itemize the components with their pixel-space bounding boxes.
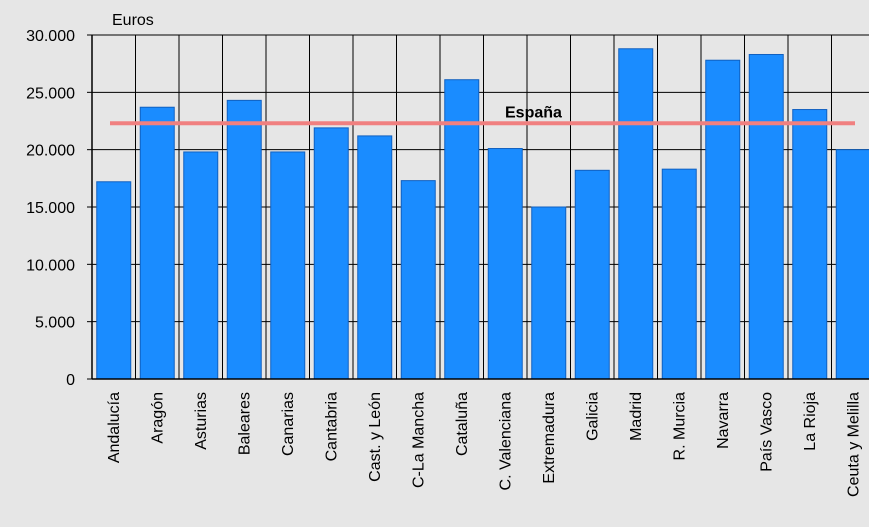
bar — [313, 127, 349, 380]
grid — [91, 34, 869, 379]
bars — [96, 48, 869, 380]
bar — [792, 109, 828, 380]
bar — [487, 148, 523, 380]
y-tick-label: 20.000 — [26, 143, 75, 160]
y-tick-label: 30.000 — [26, 28, 75, 45]
y-tick-labels: 0 5.000 10.000 15.000 20.000 25.000 30.000 — [26, 28, 75, 389]
x-tick-label: La Rioja — [802, 392, 819, 451]
x-tick-label: Cast. y León — [367, 392, 384, 482]
x-tick-label: Navarra — [715, 392, 732, 449]
x-tick-label: Madrid — [628, 392, 645, 441]
x-tick-label: Cataluña — [454, 392, 471, 456]
bar — [183, 151, 219, 380]
x-tick-label: Canarias — [280, 392, 297, 456]
bar — [270, 151, 306, 380]
axes — [87, 34, 869, 380]
x-tick-label: Baleares — [236, 392, 253, 455]
bar — [444, 79, 480, 380]
x-tick-label: Aragón — [149, 392, 166, 444]
bar — [357, 135, 393, 380]
x-tick-label: Ceuta y Melilla — [845, 392, 862, 497]
reference-line-label: España — [505, 104, 562, 121]
bar — [226, 99, 262, 380]
x-tick-label: R. Murcia — [671, 392, 688, 461]
bar — [618, 48, 654, 380]
x-tick-label: C-La Mancha — [410, 392, 427, 488]
y-unit-label: Euros — [112, 12, 154, 29]
y-tick-label: 15.000 — [26, 200, 75, 217]
bar — [531, 206, 567, 380]
y-tick-label: 25.000 — [26, 85, 75, 102]
x-tick-label: C. Valenciana — [497, 392, 514, 491]
y-tick-label: 10.000 — [26, 257, 75, 274]
bar — [835, 149, 869, 380]
x-tick-label: Galicia — [584, 392, 601, 441]
bar — [96, 181, 132, 380]
bar — [400, 180, 436, 380]
x-tick-labels: Andalucía Aragón Asturias Baleares Canarias C… — [106, 392, 863, 497]
x-tick-label: Extremadura — [541, 392, 558, 484]
bar — [139, 106, 175, 380]
x-tick-label: País Vasco — [758, 392, 775, 472]
x-tick-label: Andalucía — [106, 392, 123, 463]
x-tick-label: Asturias — [193, 392, 210, 450]
bar — [748, 53, 784, 380]
y-tick-label: 5.000 — [35, 315, 75, 332]
bar — [574, 169, 610, 380]
bar — [705, 59, 741, 380]
y-tick-label: 0 — [66, 372, 75, 389]
x-tick-label: Cantabria — [323, 392, 340, 461]
bar — [661, 168, 697, 380]
